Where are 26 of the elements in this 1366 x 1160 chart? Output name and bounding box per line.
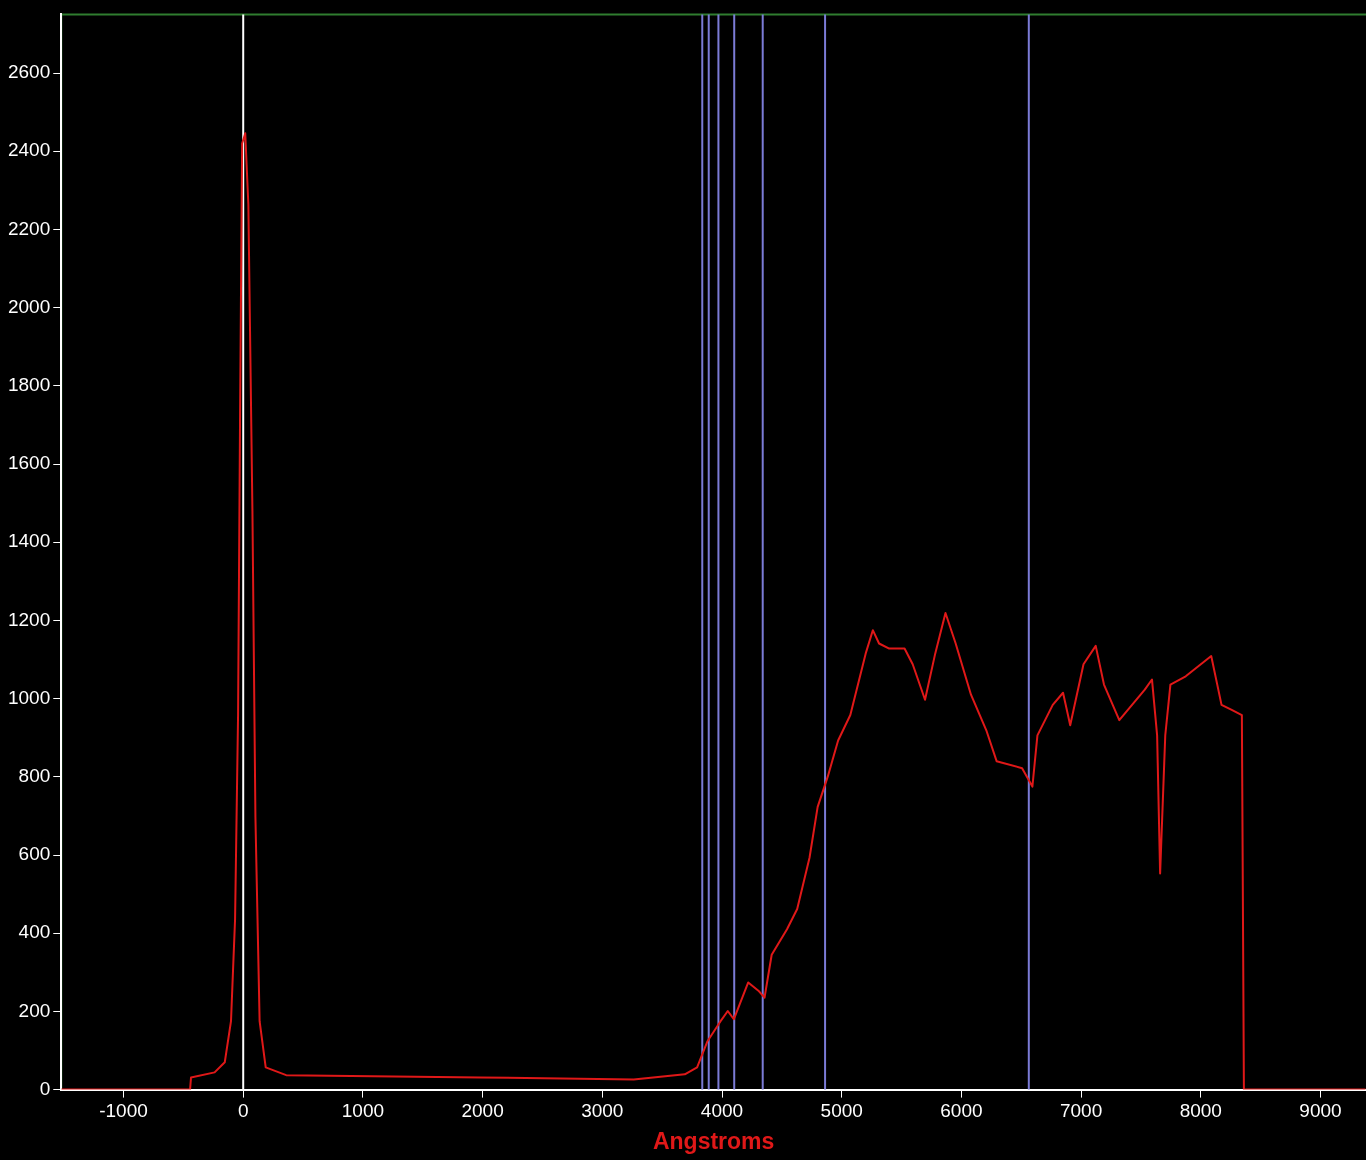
x-tick-label: -1000: [99, 1100, 148, 1122]
x-tick-label: 2000: [461, 1100, 504, 1122]
x-axis-title: Angstroms: [652, 1127, 775, 1154]
y-tick-label: 1800: [7, 374, 51, 396]
x-tick-label: 8000: [1179, 1100, 1222, 1122]
y-tick-label: 1200: [7, 608, 51, 630]
y-tick-label: 1000: [7, 686, 51, 708]
y-tick-label: 2400: [7, 139, 51, 161]
x-tick-label: 1000: [341, 1100, 385, 1122]
x-tick-label: 5000: [820, 1100, 863, 1122]
x-tick-label: 6000: [940, 1100, 983, 1122]
y-tick-label: 1600: [7, 452, 51, 474]
y-tick-label: 600: [18, 843, 51, 865]
y-tick-label: 0: [39, 1077, 51, 1099]
x-tick-label: 3000: [581, 1100, 624, 1122]
y-tick-label: 2000: [7, 295, 51, 317]
x-tick-label: 0: [237, 1100, 249, 1122]
x-tick-label: 9000: [1299, 1100, 1342, 1122]
y-tick-label: 200: [18, 999, 51, 1021]
x-tick-label: 4000: [700, 1100, 744, 1122]
y-tick-label: 400: [18, 921, 51, 943]
y-tick-label: 2600: [7, 61, 51, 83]
y-tick-label: 800: [18, 765, 51, 787]
y-tick-label: 2200: [7, 217, 51, 239]
x-tick-label: 7000: [1059, 1100, 1103, 1122]
y-tick-label: 1400: [7, 530, 51, 552]
